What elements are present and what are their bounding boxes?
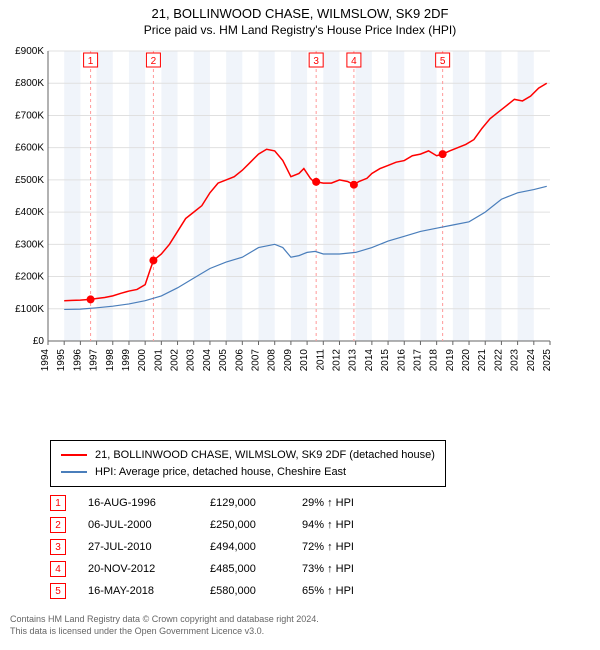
svg-text:2025: 2025	[542, 349, 553, 372]
sale-number-box: 5	[50, 583, 66, 599]
svg-text:2002: 2002	[170, 349, 181, 372]
svg-text:£0: £0	[33, 336, 45, 347]
svg-text:2007: 2007	[251, 349, 262, 372]
svg-text:2006: 2006	[234, 349, 245, 372]
svg-text:2004: 2004	[202, 349, 213, 372]
legend-label: 21, BOLLINWOOD CHASE, WILMSLOW, SK9 2DF …	[95, 447, 435, 464]
price-chart: £0 £100K £200K £300K £400K £500K £600K £700K £80…	[0, 41, 560, 391]
svg-text:2014: 2014	[364, 349, 375, 372]
svg-text:2022: 2022	[493, 349, 504, 372]
svg-text:3: 3	[313, 56, 319, 67]
sale-pct: 94% ↑ HPI	[302, 519, 392, 531]
svg-text:2008: 2008	[267, 349, 278, 372]
svg-text:1999: 1999	[121, 349, 132, 372]
legend: 21, BOLLINWOOD CHASE, WILMSLOW, SK9 2DF …	[50, 440, 446, 487]
sale-number-box: 2	[50, 517, 66, 533]
sale-pct: 29% ↑ HPI	[302, 497, 392, 509]
sale-date: 27-JUL-2010	[88, 541, 188, 553]
legend-swatch	[61, 454, 87, 456]
svg-text:2020: 2020	[461, 349, 472, 372]
sale-date: 20-NOV-2012	[88, 563, 188, 575]
sale-price: £250,000	[210, 519, 280, 531]
chart-subtitle: Price paid vs. HM Land Registry's House …	[0, 21, 600, 41]
svg-text:1996: 1996	[72, 349, 83, 372]
sale-date: 16-MAY-2018	[88, 585, 188, 597]
svg-text:£700K: £700K	[15, 110, 44, 121]
svg-text:£200K: £200K	[15, 272, 44, 283]
svg-text:2018: 2018	[429, 349, 440, 372]
svg-text:2017: 2017	[412, 349, 423, 372]
svg-text:2013: 2013	[348, 349, 359, 372]
legend-item: 21, BOLLINWOOD CHASE, WILMSLOW, SK9 2DF …	[61, 447, 435, 464]
sale-row: 5 16-MAY-2018 £580,000 65% ↑ HPI	[50, 580, 392, 602]
svg-text:2012: 2012	[331, 349, 342, 372]
svg-text:2021: 2021	[477, 349, 488, 372]
svg-text:2003: 2003	[186, 349, 197, 372]
sale-number-box: 3	[50, 539, 66, 555]
svg-text:2023: 2023	[510, 349, 521, 372]
svg-text:2024: 2024	[526, 349, 537, 372]
svg-text:2000: 2000	[137, 349, 148, 372]
sale-pct: 65% ↑ HPI	[302, 585, 392, 597]
svg-text:£100K: £100K	[15, 304, 44, 315]
sale-date: 06-JUL-2000	[88, 519, 188, 531]
svg-text:1: 1	[88, 56, 94, 67]
sale-row: 2 06-JUL-2000 £250,000 94% ↑ HPI	[50, 514, 392, 536]
legend-item: HPI: Average price, detached house, Ches…	[61, 464, 435, 481]
svg-text:1994: 1994	[40, 349, 51, 372]
svg-text:£600K: £600K	[15, 143, 44, 154]
svg-text:2: 2	[151, 56, 157, 67]
svg-text:£900K: £900K	[15, 46, 44, 57]
sale-price: £494,000	[210, 541, 280, 553]
sales-table: 1 16-AUG-1996 £129,000 29% ↑ HPI 2 06-JUL-200…	[50, 492, 392, 602]
sale-price: £485,000	[210, 563, 280, 575]
svg-text:1995: 1995	[56, 349, 67, 372]
svg-text:2009: 2009	[283, 349, 294, 372]
svg-text:2015: 2015	[380, 349, 391, 372]
sale-price: £580,000	[210, 585, 280, 597]
chart-title: 21, BOLLINWOOD CHASE, WILMSLOW, SK9 2DF	[0, 0, 600, 21]
svg-text:2010: 2010	[299, 349, 310, 372]
footer-line-2: This data is licensed under the Open Gov…	[10, 626, 319, 638]
svg-text:1998: 1998	[105, 349, 116, 372]
sale-number-box: 4	[50, 561, 66, 577]
sale-number-box: 1	[50, 495, 66, 511]
svg-text:4: 4	[351, 56, 357, 67]
sale-pct: 72% ↑ HPI	[302, 541, 392, 553]
sale-row: 4 20-NOV-2012 £485,000 73% ↑ HPI	[50, 558, 392, 580]
svg-text:£800K: £800K	[15, 78, 44, 89]
svg-text:2019: 2019	[445, 349, 456, 372]
svg-text:1997: 1997	[89, 349, 100, 372]
svg-text:2016: 2016	[396, 349, 407, 372]
sale-row: 1 16-AUG-1996 £129,000 29% ↑ HPI	[50, 492, 392, 514]
legend-swatch	[61, 471, 87, 473]
svg-text:£500K: £500K	[15, 175, 44, 186]
svg-text:5: 5	[440, 56, 446, 67]
sale-pct: 73% ↑ HPI	[302, 563, 392, 575]
footer-note: Contains HM Land Registry data © Crown c…	[10, 614, 319, 637]
svg-text:2005: 2005	[218, 349, 229, 372]
sale-price: £129,000	[210, 497, 280, 509]
svg-text:2001: 2001	[153, 349, 164, 372]
legend-label: HPI: Average price, detached house, Ches…	[95, 464, 346, 481]
sale-row: 3 27-JUL-2010 £494,000 72% ↑ HPI	[50, 536, 392, 558]
sale-date: 16-AUG-1996	[88, 497, 188, 509]
footer-line-1: Contains HM Land Registry data © Crown c…	[10, 614, 319, 626]
svg-text:£300K: £300K	[15, 239, 44, 250]
svg-text:£400K: £400K	[15, 207, 44, 218]
svg-text:2011: 2011	[315, 349, 326, 371]
